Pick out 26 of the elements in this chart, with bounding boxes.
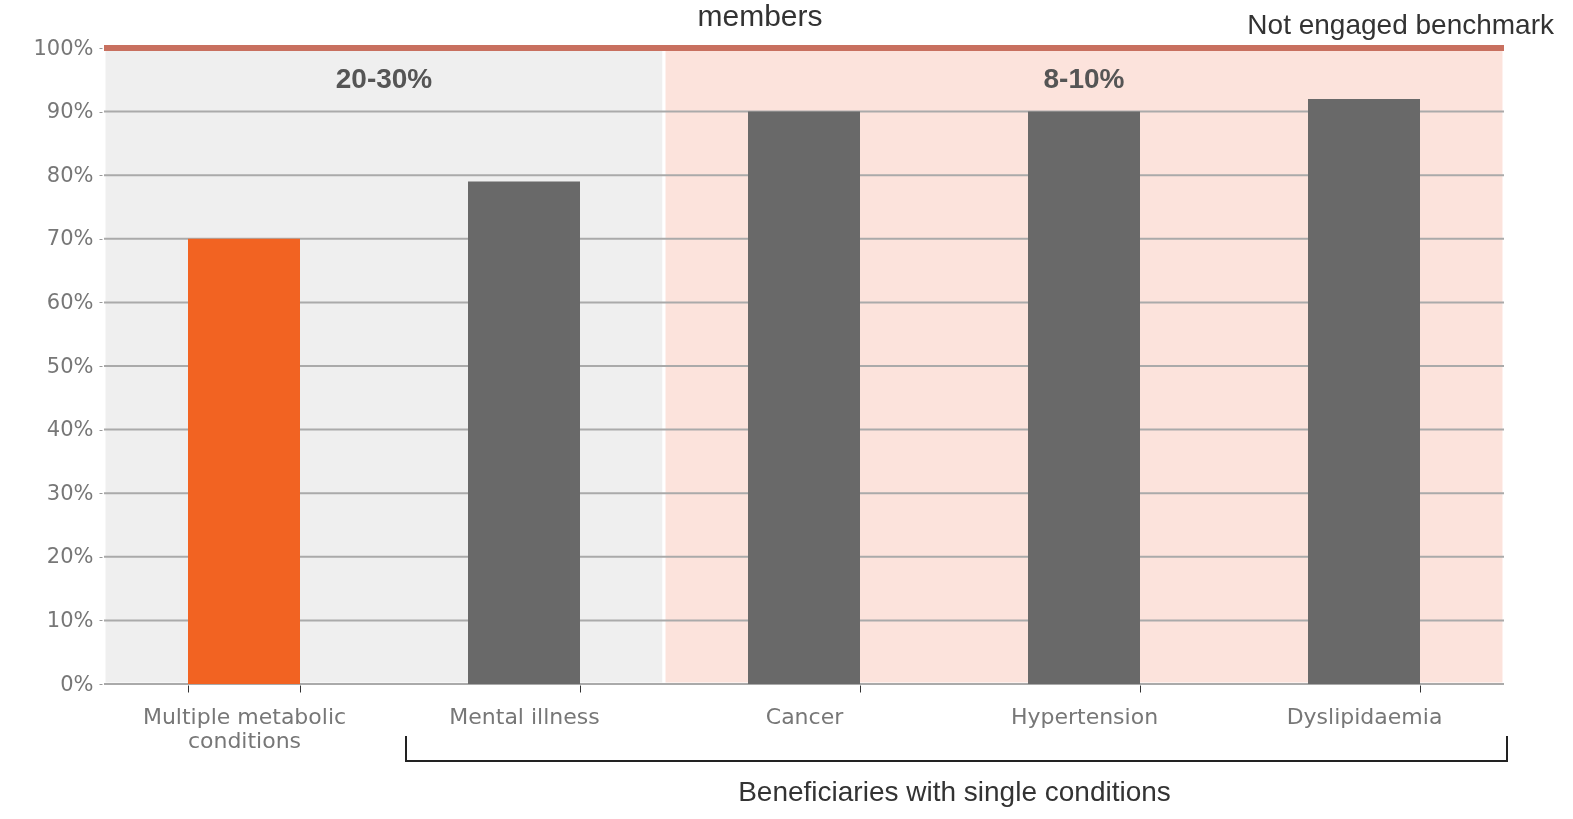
- y-tick-label: 30%: [46, 480, 94, 505]
- bar: [468, 181, 580, 684]
- y-tick-label: 80%: [46, 162, 94, 187]
- y-tick-label: 20%: [46, 544, 94, 569]
- text: Beneficiaries with single conditions: [737, 776, 1172, 808]
- x-tick-label: Cancer: [765, 703, 845, 729]
- bar: [748, 111, 860, 684]
- band-label: 8-10%: [1043, 63, 1125, 94]
- y-tick-label: 40%: [46, 417, 94, 442]
- bar: [188, 238, 300, 684]
- y-tick-label: 50%: [46, 353, 94, 378]
- y-tick-label: 90%: [46, 99, 94, 124]
- x-tick-label: Dyslipidaemia: [1286, 703, 1443, 729]
- y-tick-label: 60%: [46, 289, 94, 314]
- y-tick-label: 0%: [60, 671, 94, 696]
- y-tick-label: 100%: [33, 35, 94, 60]
- bar: [1308, 98, 1420, 684]
- y-tick-label: 70%: [46, 226, 94, 251]
- y-tick-label: 10%: [46, 607, 94, 632]
- chart-title: members: [697, 0, 823, 32]
- x-tick-label: Multiple metabolic conditions: [142, 703, 347, 753]
- x-tick-label: Hypertension: [1010, 703, 1159, 729]
- ref-line-label: Not engaged benchmark: [1247, 9, 1555, 40]
- x-tick-label: Mental illness: [449, 703, 600, 729]
- band-label: 20-30%: [335, 63, 433, 94]
- bar: [1028, 111, 1140, 684]
